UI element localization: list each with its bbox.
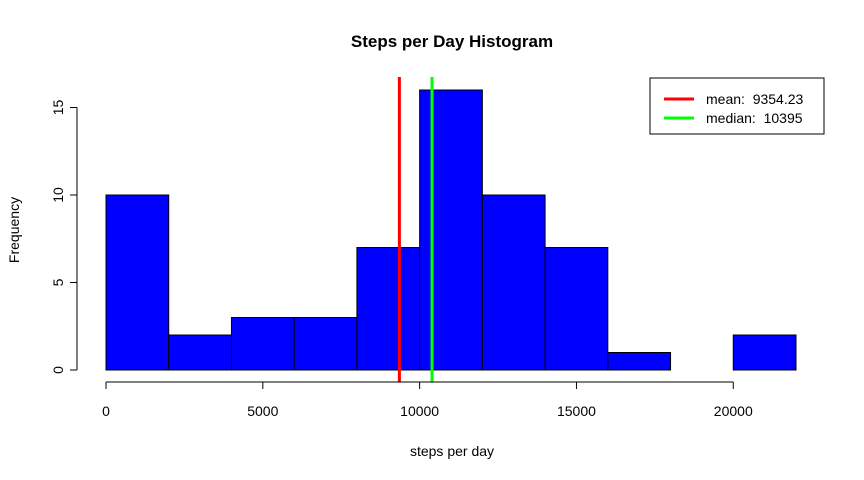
x-tick-label: 20000: [714, 403, 753, 419]
x-tick-label: 5000: [247, 403, 278, 419]
y-tick-label: 10: [50, 187, 66, 203]
x-tick-label: 10000: [400, 403, 439, 419]
histogram-bar-3: [293, 317, 358, 371]
x-tick-label: 0: [102, 403, 110, 419]
y-axis: 0 5 10 15: [50, 100, 78, 374]
histogram-bar-6: [481, 194, 546, 371]
chart-title: Steps per Day Histogram: [351, 32, 553, 51]
legend: mean: 9354.23 median: 10395: [649, 77, 825, 135]
bars-group: [105, 89, 797, 371]
y-tick-label: 5: [50, 278, 66, 286]
legend-box: [649, 77, 825, 135]
y-tick-label: 0: [50, 366, 66, 374]
histogram-bar-1: [168, 334, 232, 371]
y-axis-label: Frequency: [6, 197, 22, 263]
x-axis-label: steps per day: [410, 443, 494, 459]
histogram-bar-4: [356, 247, 421, 371]
y-tick-label: 15: [50, 100, 66, 116]
histogram-bar-5: [419, 89, 483, 371]
x-tick-label: 15000: [557, 403, 596, 419]
reference-lines-group: [397, 77, 434, 382]
legend-label-mean: mean: 9354.23: [706, 91, 804, 107]
histogram-bar-2: [230, 317, 295, 371]
legend-label-median: median: 10395: [706, 110, 803, 126]
histogram-bar-8: [607, 352, 672, 371]
histogram-bar-7: [544, 247, 609, 371]
x-axis: 0 5000 10000 15000 20000: [102, 381, 753, 419]
histogram-bar-10: [732, 334, 797, 371]
histogram-bar-0: [105, 194, 170, 371]
